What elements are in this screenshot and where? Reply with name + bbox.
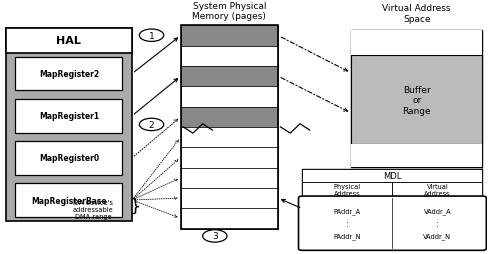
Bar <box>181 87 278 107</box>
Text: MapRegisterBase: MapRegisterBase <box>31 196 107 205</box>
Bar <box>15 100 122 133</box>
Bar <box>5 29 132 221</box>
Bar <box>181 208 278 229</box>
Text: VAddr_A: VAddr_A <box>424 208 451 214</box>
Bar <box>181 128 278 148</box>
Bar <box>181 168 278 188</box>
Text: System Physical
Memory (pages): System Physical Memory (pages) <box>192 2 266 21</box>
Bar <box>5 29 132 53</box>
Text: Buffer
or
Range: Buffer or Range <box>403 85 431 115</box>
Bar <box>181 46 278 67</box>
Text: 3: 3 <box>212 232 218 241</box>
Text: MapRegister2: MapRegister2 <box>39 70 99 79</box>
Bar <box>181 26 278 46</box>
Text: MapRegister0: MapRegister0 <box>39 154 99 163</box>
Circle shape <box>140 30 163 42</box>
Text: PAddr_A: PAddr_A <box>334 208 361 214</box>
Text: 1: 1 <box>149 31 154 41</box>
Bar <box>181 26 278 229</box>
Bar <box>181 148 278 168</box>
Bar <box>392 182 483 198</box>
Text: Virtual Address
Space: Virtual Address Space <box>383 4 451 24</box>
Text: }: } <box>130 197 141 215</box>
Bar <box>15 58 122 91</box>
Bar <box>181 188 278 208</box>
Text: 2: 2 <box>149 120 154 130</box>
Text: :: : <box>436 219 439 228</box>
Circle shape <box>140 119 163 131</box>
Bar <box>303 182 392 198</box>
Bar <box>15 141 122 175</box>
Text: Virtual
Address: Virtual Address <box>424 184 451 197</box>
Bar <box>15 183 122 217</box>
Bar <box>181 107 278 128</box>
Text: VAddr_N: VAddr_N <box>424 232 451 239</box>
Bar <box>351 145 483 167</box>
Circle shape <box>203 230 227 242</box>
Bar <box>181 67 278 87</box>
Bar <box>351 31 483 56</box>
Bar <box>303 169 483 182</box>
Text: MDL: MDL <box>383 171 402 180</box>
Bar <box>351 31 483 167</box>
Text: PAddr_N: PAddr_N <box>334 232 361 239</box>
Bar <box>351 56 483 145</box>
Bar <box>303 169 483 248</box>
Text: Physical
Address: Physical Address <box>334 184 361 197</box>
Text: ISA device's
addressable
DMA range: ISA device's addressable DMA range <box>73 199 114 219</box>
Text: MapRegister1: MapRegister1 <box>39 112 99 121</box>
Text: :: : <box>346 219 349 228</box>
Text: HAL: HAL <box>57 36 81 46</box>
FancyBboxPatch shape <box>299 196 487 250</box>
